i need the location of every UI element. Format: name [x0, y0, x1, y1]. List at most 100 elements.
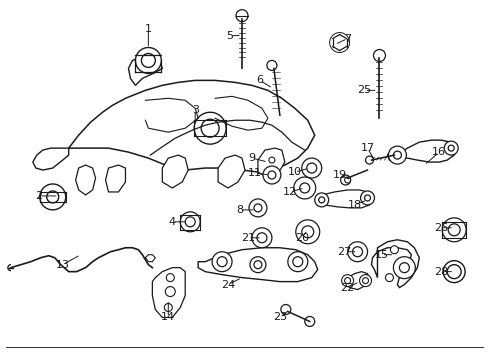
Text: 26: 26	[433, 223, 447, 233]
Circle shape	[166, 274, 174, 282]
Circle shape	[364, 195, 370, 201]
Circle shape	[442, 261, 464, 283]
Text: 14: 14	[161, 312, 175, 323]
Circle shape	[135, 48, 161, 73]
Text: 12: 12	[282, 187, 296, 197]
Circle shape	[299, 183, 309, 193]
Text: 20: 20	[294, 233, 308, 243]
Circle shape	[441, 218, 465, 242]
Circle shape	[447, 224, 459, 236]
Circle shape	[268, 157, 274, 163]
Circle shape	[362, 278, 368, 284]
Circle shape	[249, 257, 265, 273]
Polygon shape	[68, 80, 314, 172]
Circle shape	[292, 257, 302, 267]
Circle shape	[340, 175, 350, 185]
Text: 10: 10	[287, 167, 301, 177]
Circle shape	[347, 242, 367, 262]
Text: 19: 19	[332, 170, 346, 180]
Circle shape	[306, 163, 316, 173]
Circle shape	[352, 247, 362, 257]
Circle shape	[280, 305, 290, 315]
Polygon shape	[386, 140, 456, 162]
Circle shape	[447, 145, 453, 151]
Text: 8: 8	[236, 205, 243, 215]
Circle shape	[389, 246, 398, 254]
Text: 22: 22	[340, 283, 354, 293]
Text: 7: 7	[344, 33, 350, 44]
Circle shape	[443, 141, 457, 155]
Text: 15: 15	[374, 250, 387, 260]
Circle shape	[253, 204, 262, 212]
Circle shape	[447, 265, 460, 279]
Circle shape	[287, 252, 307, 272]
Text: 17: 17	[360, 143, 374, 153]
Text: 4: 4	[168, 217, 176, 227]
Polygon shape	[198, 248, 317, 282]
Circle shape	[341, 275, 353, 287]
Polygon shape	[344, 272, 369, 289]
Polygon shape	[152, 268, 185, 318]
Polygon shape	[371, 240, 419, 288]
Circle shape	[267, 171, 275, 179]
Circle shape	[251, 228, 271, 248]
Circle shape	[141, 54, 155, 67]
Circle shape	[40, 184, 65, 210]
Circle shape	[344, 177, 350, 183]
Text: 16: 16	[431, 147, 446, 157]
Text: 25: 25	[357, 85, 371, 95]
Circle shape	[318, 197, 324, 203]
Polygon shape	[317, 190, 371, 208]
Circle shape	[212, 252, 232, 272]
Circle shape	[387, 146, 406, 164]
Circle shape	[335, 39, 343, 46]
Text: 28: 28	[433, 267, 447, 276]
Text: 2: 2	[35, 191, 42, 201]
Circle shape	[180, 212, 200, 232]
Circle shape	[301, 158, 321, 178]
Text: 27: 27	[337, 247, 351, 257]
Circle shape	[256, 233, 266, 243]
Circle shape	[393, 151, 401, 159]
Polygon shape	[162, 155, 188, 188]
Text: 18: 18	[347, 200, 361, 210]
Text: 9: 9	[248, 153, 255, 163]
Circle shape	[253, 261, 262, 269]
Circle shape	[344, 278, 350, 284]
Text: 21: 21	[241, 233, 255, 243]
Circle shape	[165, 287, 175, 297]
Circle shape	[314, 193, 328, 207]
Circle shape	[194, 112, 225, 144]
Circle shape	[185, 217, 195, 227]
Polygon shape	[218, 155, 244, 188]
Circle shape	[248, 199, 266, 217]
Circle shape	[329, 32, 349, 53]
Text: 5: 5	[226, 31, 233, 41]
Polygon shape	[105, 165, 125, 192]
Circle shape	[301, 226, 313, 238]
Circle shape	[385, 274, 393, 282]
Circle shape	[263, 166, 280, 184]
Text: 1: 1	[144, 24, 152, 33]
Circle shape	[217, 257, 226, 267]
Circle shape	[266, 60, 276, 71]
Circle shape	[373, 50, 385, 62]
Circle shape	[399, 263, 408, 273]
Circle shape	[393, 257, 414, 279]
Text: 6: 6	[256, 75, 263, 85]
Text: 13: 13	[56, 260, 70, 270]
Circle shape	[360, 191, 374, 205]
Circle shape	[47, 191, 59, 203]
Circle shape	[359, 275, 371, 287]
Polygon shape	[258, 148, 285, 178]
Text: 3: 3	[191, 105, 198, 115]
Polygon shape	[76, 165, 95, 195]
Text: 24: 24	[221, 280, 235, 289]
Circle shape	[236, 10, 247, 22]
Circle shape	[365, 156, 373, 164]
Polygon shape	[128, 57, 162, 85]
Circle shape	[164, 303, 172, 311]
Circle shape	[295, 220, 319, 244]
Circle shape	[201, 119, 219, 137]
Circle shape	[293, 177, 315, 199]
